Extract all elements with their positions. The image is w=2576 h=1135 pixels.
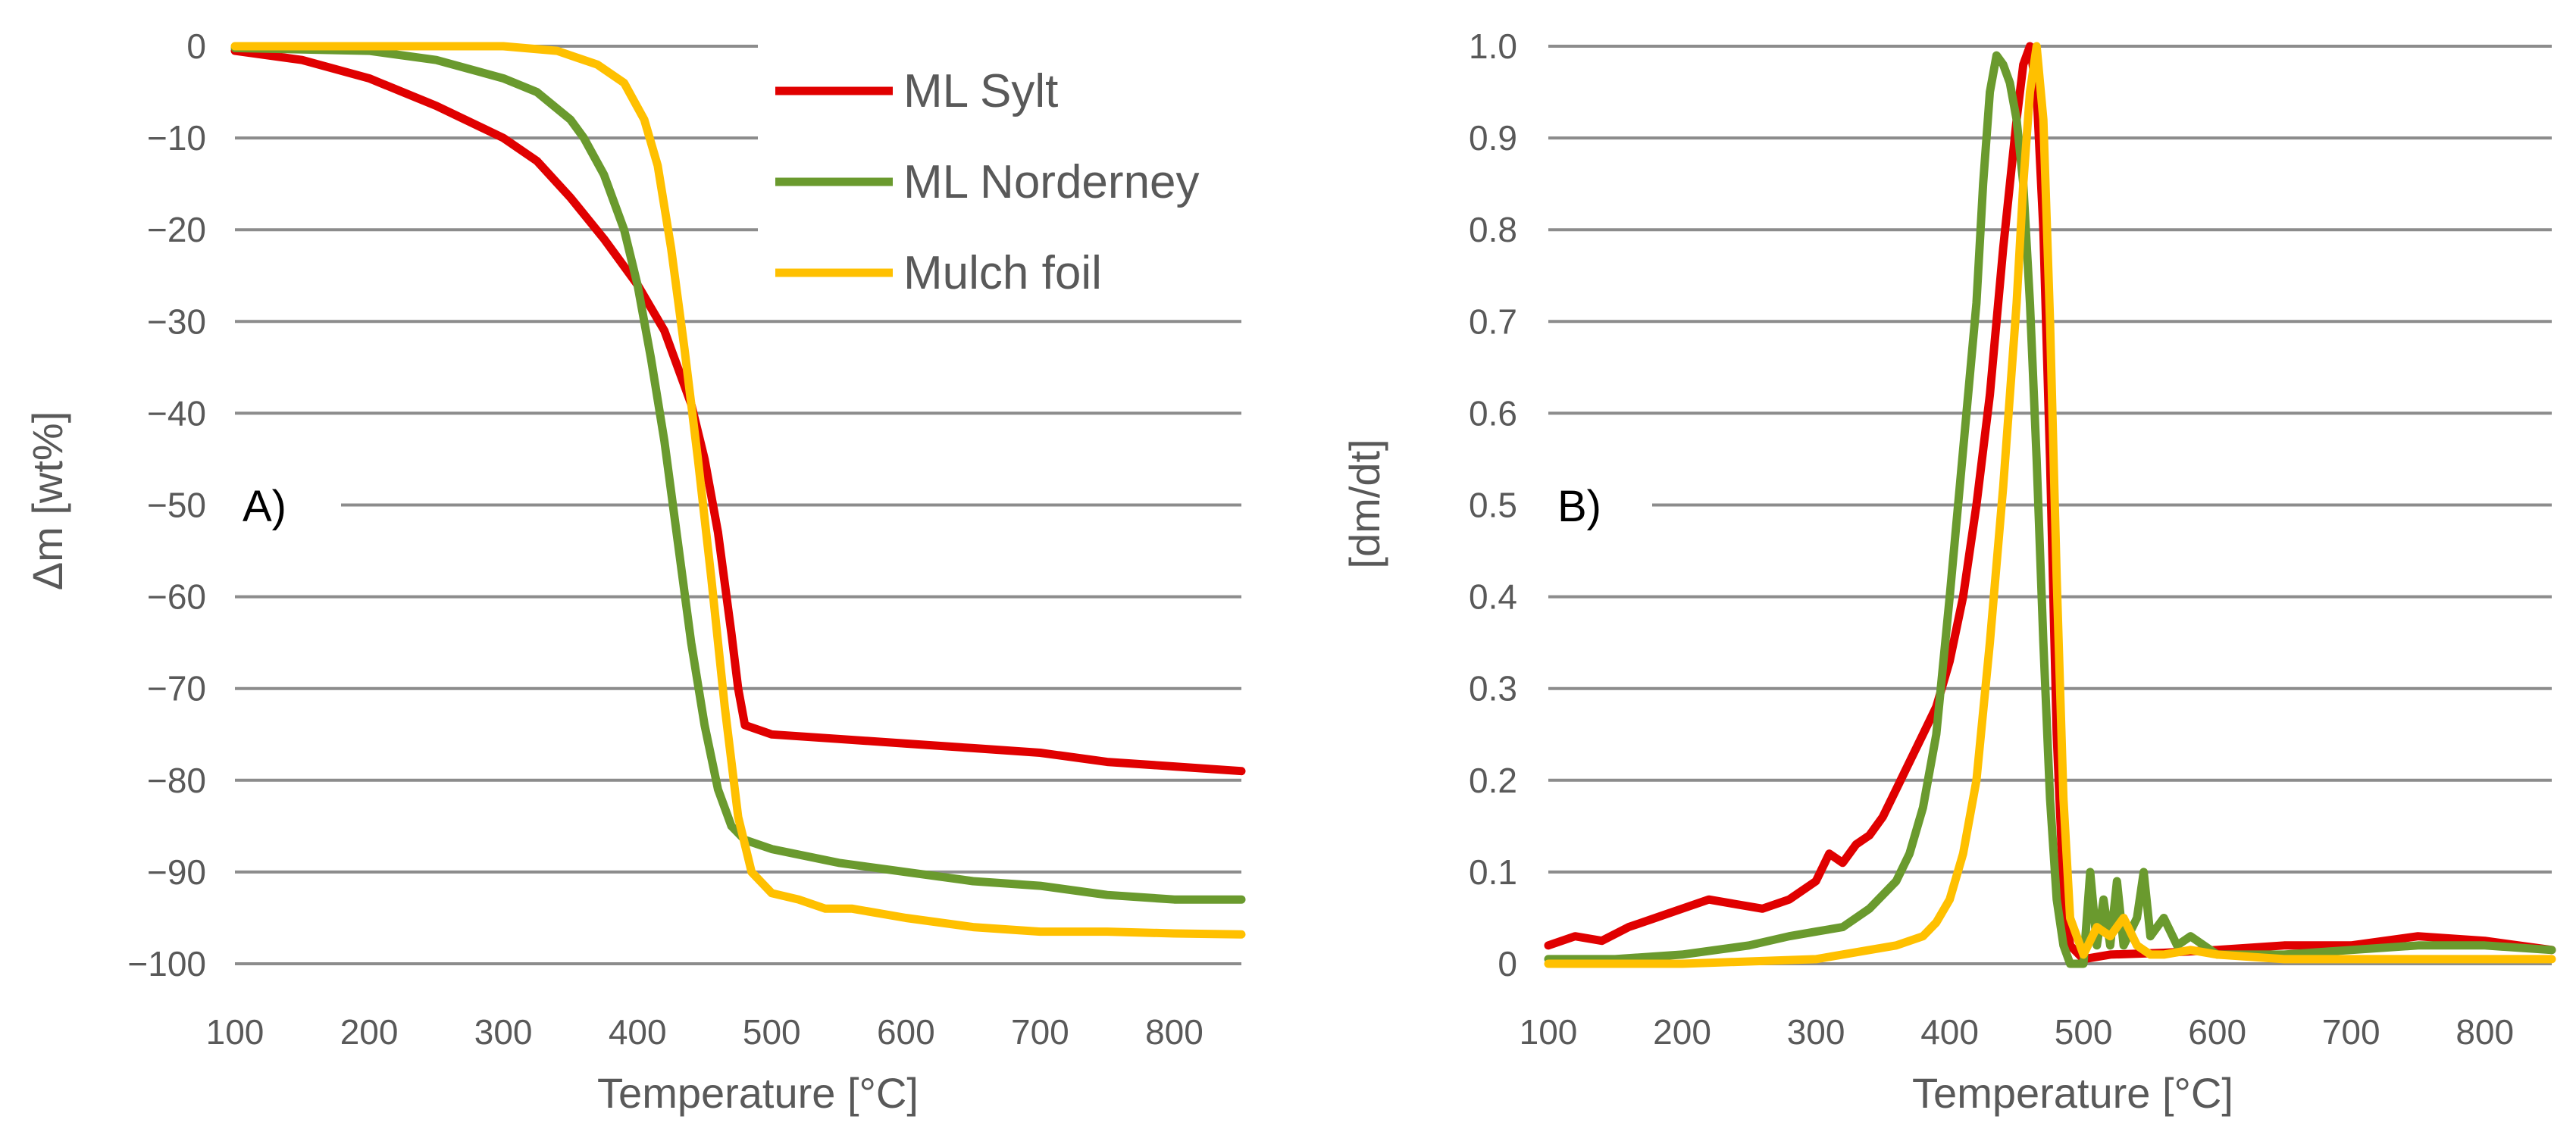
panel-b-series [1544, 42, 2556, 968]
panel-a-x-tick-label: 600 [877, 1012, 935, 1052]
panel-a-x-tick-label: 500 [743, 1012, 801, 1052]
panel-b-y-tick-label: 0.3 [1469, 669, 1517, 708]
panel-b-y-tick-label: 0.1 [1469, 852, 1517, 892]
panel-b-y-tick-label: 0.7 [1469, 302, 1517, 341]
panel-b-x-tick-label: 700 [2322, 1012, 2380, 1052]
panel-a-y-tick-label: −80 [147, 761, 206, 800]
panel-b-y-tick-label: 0.2 [1469, 761, 1517, 800]
panel-a-y-tick-label: −30 [147, 302, 206, 341]
panel-b-x-tick-label: 300 [1787, 1012, 1845, 1052]
legend: ML Sylt ML Norderney Mulch foil [758, 38, 1319, 318]
panel-a-x-tick-label: 200 [340, 1012, 399, 1052]
legend-label-ml-norderney: ML Norderney [903, 156, 1200, 208]
panel-b-y-tick-label: 1.0 [1469, 27, 1517, 66]
panel-a-y-tick-labels: 0 −10 −20 −30 −40 −50 −60 −70 −80 −90 −100 [127, 27, 206, 983]
panel-b-y-tick-label: 0.9 [1469, 118, 1517, 158]
panel-a-chart: 0 −10 −20 −30 −40 −50 −60 −70 −80 −90 −100 100 200 3… [23, 27, 1246, 1117]
panel-a-x-tick-label: 100 [206, 1012, 264, 1052]
panel-b-chart: 0 0.1 0.2 0.3 0.4 0.5 0.6 0.7 0.8 0.9 1.0 100 200 30… [1341, 27, 2556, 1117]
legend-label-ml-sylt: ML Sylt [903, 65, 1058, 117]
panel-a-line-ml-sylt [230, 46, 1246, 776]
panel-b-line-mulch-foil [1544, 42, 2556, 968]
panel-a-label: A) [243, 482, 286, 531]
panel-b-y-tick-labels: 0 0.1 0.2 0.3 0.4 0.5 0.6 0.7 0.8 0.9 1.0 [1469, 27, 1517, 983]
panel-a-y-tick-label: −50 [147, 486, 206, 525]
panel-b-x-axis-label: Temperature [°C] [1912, 1069, 2233, 1117]
panel-a-line-mulch-foil [230, 42, 1246, 939]
panel-b-y-tick-label: 0.5 [1469, 486, 1517, 525]
panel-b-y-tick-label: 0 [1498, 944, 1517, 983]
panel-b-label-bg [1538, 476, 1652, 536]
panel-a-series [230, 42, 1246, 939]
panel-a-gridlines [235, 45, 1241, 965]
panel-b-x-tick-labels: 100 200 300 400 500 600 700 800 [1520, 1012, 2514, 1052]
panel-b-x-tick-label: 100 [1520, 1012, 1578, 1052]
panel-b-x-tick-label: 400 [1920, 1012, 1979, 1052]
panel-b-label: B) [1557, 482, 1601, 531]
panel-a-y-tick-label: −100 [127, 944, 206, 983]
panel-a-x-axis-label: Temperature [°C] [597, 1069, 919, 1117]
panel-b-y-tick-label: 0.4 [1469, 577, 1517, 617]
panel-a-y-tick-label: 0 [186, 27, 206, 66]
panel-a-x-tick-label: 400 [609, 1012, 667, 1052]
panel-a-x-tick-label: 300 [474, 1012, 533, 1052]
panel-a-x-tick-labels: 100 200 300 400 500 600 700 800 [206, 1012, 1203, 1052]
legend-label-mulch-foil: Mulch foil [903, 247, 1102, 299]
panel-a-line-ml-norderney [230, 43, 1246, 904]
panel-a-y-axis-label: Δm [wt%] [23, 411, 71, 591]
panel-a-y-tick-label: −40 [147, 393, 206, 433]
panel-b-line-ml-norderney [1544, 51, 2556, 968]
panel-b-x-tick-label: 600 [2188, 1012, 2246, 1052]
panel-a-y-tick-label: −20 [147, 210, 206, 249]
panel-b-y-tick-label: 0.6 [1469, 393, 1517, 433]
panel-a-x-tick-label: 700 [1011, 1012, 1069, 1052]
panel-a-y-tick-label: −90 [147, 852, 206, 892]
panel-a-y-tick-label: −60 [147, 577, 206, 617]
panel-b-x-tick-label: 500 [2055, 1012, 2113, 1052]
panel-b-line-ml-sylt [1544, 42, 2556, 964]
panel-a-x-tick-label: 800 [1145, 1012, 1203, 1052]
panel-b-y-axis-label: [dm/dt] [1341, 439, 1388, 568]
panel-b-x-tick-label: 800 [2455, 1012, 2514, 1052]
panel-b-y-tick-label: 0.8 [1469, 210, 1517, 249]
panel-a-label-bg [227, 476, 341, 536]
panel-a-y-tick-label: −70 [147, 669, 206, 708]
panel-b-x-tick-label: 200 [1653, 1012, 1711, 1052]
panel-a-y-tick-label: −10 [147, 118, 206, 158]
